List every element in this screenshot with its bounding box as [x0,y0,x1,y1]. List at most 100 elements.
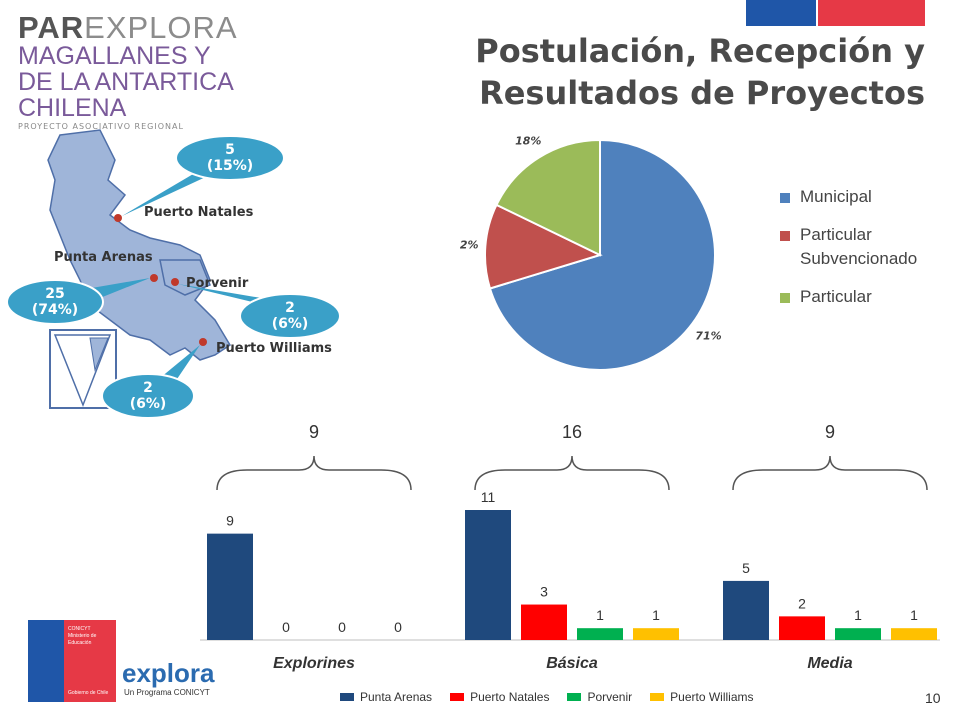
bar-legend-label: Porvenir [587,690,633,704]
callout-count-williams: 2 [143,380,153,396]
pie-data-label: 12% [460,239,479,252]
callout-count-porvenir: 2 [285,300,295,316]
page-number: 10 [925,690,941,706]
logo-rest-text: EXPLORA [84,10,238,45]
bar-value-label: 1 [910,607,918,623]
pie-slice-2 [484,203,603,290]
bar-legend-label: Puerto Natales [470,690,550,704]
region-map: 5 (15%) 25 (74%) 2 (6%) 2 (6%) [6,129,341,419]
pie-legend-item-particular: Particular [780,285,950,309]
callout-pct-williams: (6%) [130,396,167,412]
bar-bsica-2 [521,604,567,640]
marker-porvenir [171,278,179,286]
bar-bsica-1 [465,510,511,640]
pie-legend-label: Particular [800,287,872,306]
conicyt-text: CONICYT Ministerio de Educación [68,626,116,647]
place-label-puerto-natales: Puerto Natales [144,205,254,220]
logo-region-line2: DE LA ANTARTICA [18,68,234,96]
conicyt-logo-blue [28,620,64,702]
group-total-label: 16 [562,422,582,442]
pie-legend-label: Municipal [800,187,872,206]
legend-swatch [780,193,790,203]
callout-bubble-williams [101,373,195,419]
legend-swatch [650,693,665,701]
bar-legend-item: Puerto Natales [450,690,549,704]
callout-bubble-porvenir [239,293,341,339]
bar-legend-item: Puerto Williams [650,690,754,704]
marker-puerto-natales [114,214,122,222]
bar-bsica-4 [633,628,679,640]
logo-region-line1: MAGALLANES Y [18,42,211,70]
bar-media-3 [835,628,881,640]
bar-explorines-1 [207,533,253,640]
bar-legend-item: Porvenir [567,690,632,704]
pie-slice-3 [495,138,601,257]
bar-value-label: 0 [338,619,346,635]
pie-data-label: 71% [695,329,721,342]
group-brace [732,455,928,491]
bar-value-label: 2 [798,595,806,611]
group-brace [216,455,412,491]
legend-swatch [780,293,790,303]
parexplora-logo: PAREXPLORA MAGALLANES Y DE LA ANTARTICA … [18,12,248,131]
callout-pct-porvenir: (6%) [272,316,309,332]
callout-count-arenas: 25 [45,286,64,302]
callout-pct-arenas: (74%) [32,302,78,318]
marker-puerto-williams [199,338,207,346]
bar-value-label: 9 [226,513,234,529]
bar-category-label: Básica [546,655,598,672]
callout-count-natales: 5 [225,142,235,158]
flag-red-bar [818,0,925,26]
pie-legend: Municipal Particular Subvencionado Parti… [780,185,950,323]
conicyt-gov: Gobierno de Chile [68,690,109,696]
bar-media-1 [723,580,769,640]
pie-legend-item-municipal: Municipal [780,185,950,209]
bar-value-label: 1 [596,607,604,623]
group-brace [474,455,670,491]
legend-swatch [450,693,465,701]
pie-legend-item-subvencionado: Particular Subvencionado [780,223,950,271]
marker-punta-arenas [150,274,158,282]
bar-legend-item: Punta Arenas [340,690,432,704]
legend-swatch [780,231,790,241]
conicyt-name: CONICYT [68,626,91,632]
bar-media-2 [779,616,825,640]
bar-value-label: 1 [652,607,660,623]
conicyt-logo: CONICYT Ministerio de Educación Gobierno … [28,620,116,702]
logo-bold-text: PAR [18,10,85,45]
bar-value-label: 3 [540,584,548,600]
pie-data-label: 18% [515,135,541,148]
bar-category-label: Explorines [273,655,355,672]
callout-pointer-natales [122,168,225,216]
bar-value-label: 5 [742,560,750,576]
bar-value-label: 1 [854,607,862,623]
bar-value-label: 11 [481,489,496,505]
pie-chart: 71% 12% 18% [460,135,722,371]
bar-legend-label: Punta Arenas [360,690,433,704]
callout-bubble-arenas [6,279,104,325]
bar-legend-label: Puerto Williams [670,690,754,704]
bar-value-label: 0 [282,619,290,635]
bar-bsica-3 [577,628,623,640]
place-label-porvenir: Porvenir [186,276,249,291]
callout-pct-natales: (15%) [207,158,253,174]
bar-value-label: 0 [394,619,402,635]
flag-blue-bar [746,0,816,26]
explora-subtitle: Un Programa CONICYT [124,688,210,697]
legend-swatch [340,693,354,701]
logo-subtitle: PROYECTO ASOCIATIVO REGIONAL [18,122,184,131]
bar-media-4 [891,628,937,640]
title-line-1: Postulación, Recepción y [475,32,925,70]
place-label-punta-arenas: Punta Arenas [54,250,153,265]
page-title: Postulación, Recepción y Resultados de P… [380,30,925,114]
bar-category-label: Media [807,655,852,672]
logo-region-line3: CHILENA [18,94,127,122]
conicyt-ministry: Ministerio de Educación [68,633,97,646]
group-total-label: 9 [825,422,835,442]
callout-pointer-williams [160,345,200,382]
pie-legend-label: Particular Subvencionado [800,225,918,268]
place-label-puerto-williams: Puerto Williams [216,341,332,356]
group-total-label: 9 [309,422,319,442]
explora-logo: explora [122,658,215,688]
